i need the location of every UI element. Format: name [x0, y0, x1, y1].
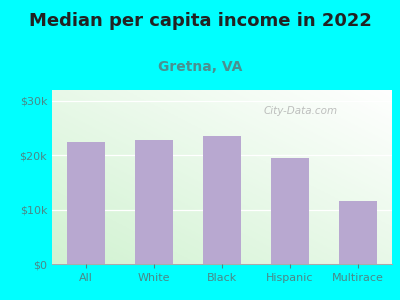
Bar	[135, 140, 173, 264]
Bar	[67, 142, 105, 264]
Text: Gretna, VA: Gretna, VA	[158, 60, 242, 74]
Text: City-Data.com: City-Data.com	[263, 106, 337, 116]
Bar	[339, 202, 377, 264]
Bar	[203, 136, 241, 264]
Text: Median per capita income in 2022: Median per capita income in 2022	[28, 12, 372, 30]
Bar	[271, 158, 309, 264]
